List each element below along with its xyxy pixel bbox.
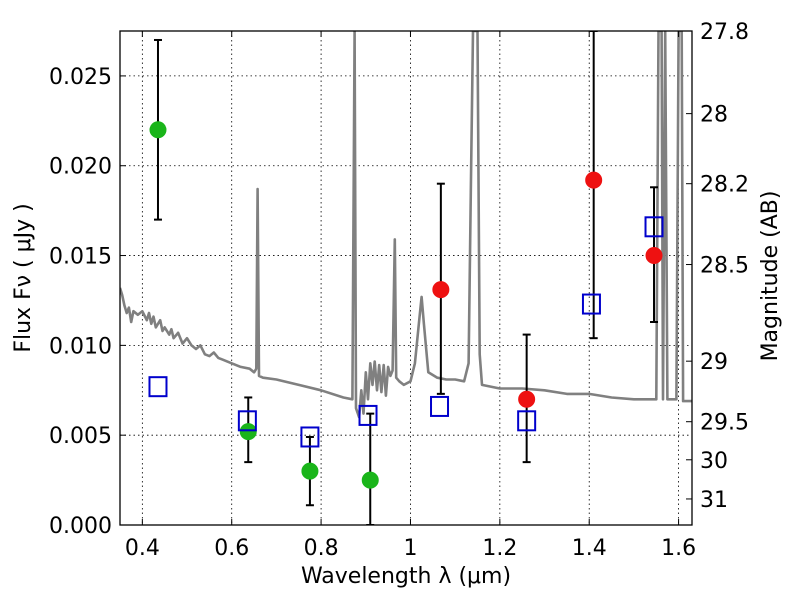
y-tick-label: 0.015 [49, 245, 112, 270]
y2-tick-label: 28.2 [700, 173, 749, 198]
data-point [301, 462, 319, 480]
x-tick-label: 1.2 [482, 536, 517, 561]
y2-tick-label: 29 [700, 350, 728, 375]
model-band-point [358, 404, 378, 426]
y2-tick-label: 30 [700, 449, 728, 474]
model-spectrum-line [120, 31, 692, 419]
x-axis-label: Wavelength λ (μm) [301, 564, 511, 589]
data-point [361, 471, 379, 489]
y2-tick-label: 31 [700, 488, 728, 513]
y-axis-label: Flux Fν ( μJy ) [11, 203, 36, 352]
y-tick-label: 0.005 [49, 424, 112, 449]
y-tick-label: 0.010 [49, 334, 112, 359]
model-band-point [148, 376, 168, 398]
x-tick-label: 1.4 [572, 536, 607, 561]
x-tick-label: 1 [403, 536, 417, 561]
y-tick-label: 0.020 [49, 155, 112, 180]
grid-lines [120, 31, 692, 526]
y2-tick-label: 28 [700, 103, 728, 128]
x-tick-label: 0.8 [304, 536, 339, 561]
axes-frame [119, 30, 693, 526]
model-band-point [430, 395, 450, 417]
model-band-point [644, 216, 664, 238]
data-point [432, 281, 450, 299]
model-band-point [581, 293, 601, 315]
data-point [239, 423, 257, 441]
data-point [585, 171, 603, 189]
data-point [149, 121, 167, 139]
model-band-point [517, 410, 537, 432]
model-band-point [237, 410, 257, 432]
model-band-point [300, 426, 320, 448]
y-tick-label: 0.000 [49, 514, 112, 539]
axis-ticks: 0.4 0.6 0.8 1 1.2 1.4 1.6 0.000 0.005 0.010 0.015 0… [49, 20, 749, 561]
x-tick-label: 0.6 [214, 536, 249, 561]
plot-area [120, 31, 692, 525]
y2-tick-label: 27.8 [700, 20, 749, 45]
data-point [518, 390, 536, 408]
y2-tick-label: 28.5 [700, 254, 749, 279]
y2-tick-label: 29.5 [700, 411, 749, 436]
x-tick-label: 0.4 [125, 536, 160, 561]
y-tick-label: 0.025 [49, 65, 112, 90]
data-point [645, 247, 663, 265]
x-tick-label: 1.6 [661, 536, 696, 561]
y2-axis-label: Magnitude (AB) [758, 191, 783, 362]
